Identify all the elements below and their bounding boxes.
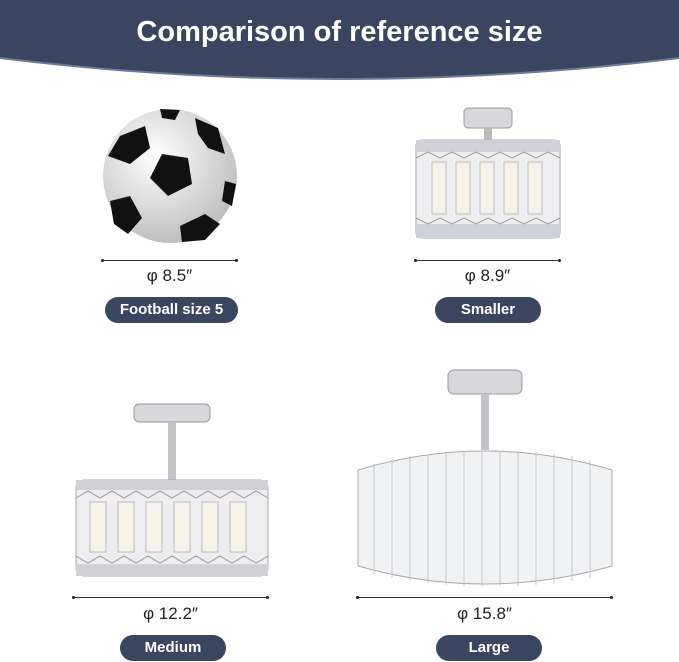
soccer-ball-image <box>103 109 237 243</box>
dimension-line-smaller <box>414 259 561 262</box>
dimension-smaller: φ 8.9″ <box>464 266 511 285</box>
header-banner <box>0 0 679 80</box>
label-large: Large <box>436 635 542 661</box>
dimension-medium: φ 12.2″ <box>143 604 198 623</box>
dimension-football: φ 8.5″ <box>146 266 193 285</box>
small-lamp-image <box>415 107 561 239</box>
label-football: Football size 5 <box>105 297 238 323</box>
dimension-large: φ 15.8″ <box>457 604 512 623</box>
dimension-line-football <box>101 259 238 262</box>
dimension-line-large <box>356 596 613 599</box>
page-title: Comparison of reference size <box>136 16 543 48</box>
label-smaller: Smaller <box>435 297 541 323</box>
dimension-line-medium <box>72 596 269 599</box>
large-lamp-image <box>357 369 613 586</box>
medium-lamp-image <box>75 403 269 577</box>
label-medium: Medium <box>120 635 226 661</box>
